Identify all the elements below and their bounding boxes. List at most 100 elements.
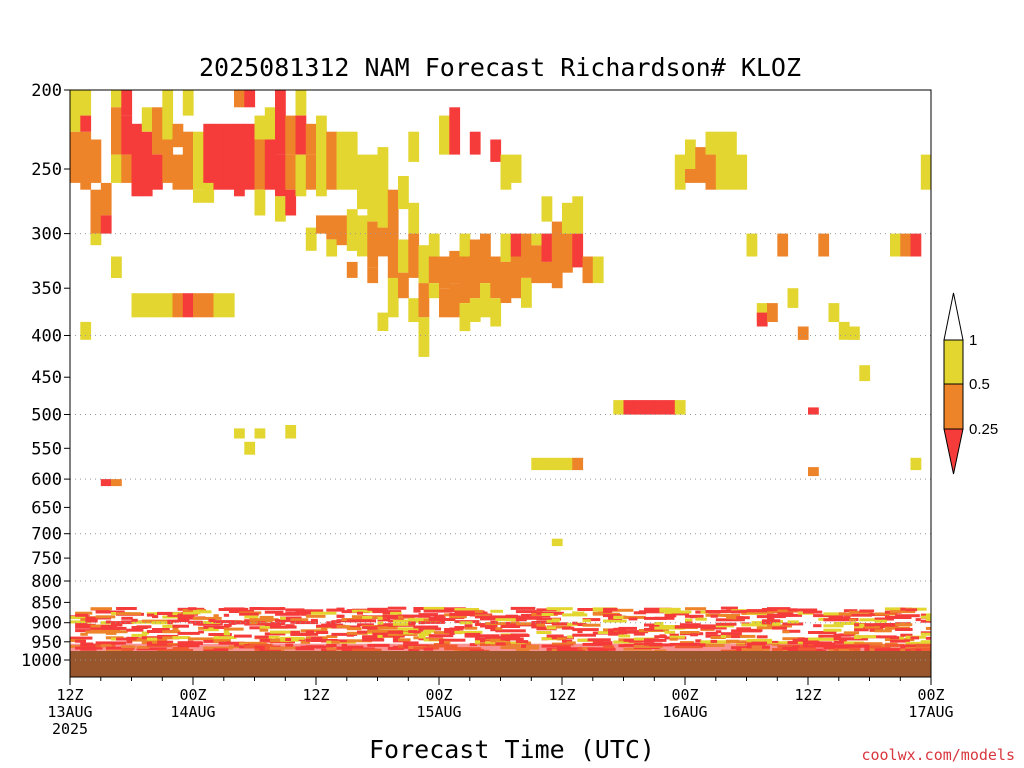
heatmap-cell	[295, 115, 307, 155]
bl-streak	[890, 639, 910, 643]
bl-streak	[787, 608, 818, 612]
heatmap-cell	[531, 457, 543, 471]
bl-streak	[351, 615, 368, 619]
bl-streak	[900, 633, 913, 637]
heatmap-cell	[398, 176, 409, 210]
bl-streak	[398, 638, 411, 642]
heatmap-cell	[490, 139, 502, 162]
bl-streak	[536, 617, 561, 621]
bl-streak	[556, 637, 567, 641]
bl-streak	[172, 636, 191, 640]
bl-streak	[444, 640, 451, 644]
bl-streak	[264, 632, 286, 636]
bl-streak	[105, 631, 117, 635]
heatmap-cell	[408, 202, 420, 234]
bl-streak	[423, 629, 435, 633]
legend-top-arrow	[943, 292, 964, 341]
bl-streak	[705, 631, 718, 635]
bl-streak	[679, 641, 695, 645]
ground-below-surface	[70, 651, 931, 677]
bl-streak	[269, 623, 282, 627]
heatmap-cell	[387, 277, 399, 318]
bl-streak	[269, 625, 297, 629]
bl-streak	[213, 620, 242, 624]
bl-streak	[95, 615, 116, 619]
bl-streak	[767, 624, 793, 628]
heatmap-cell	[787, 288, 799, 308]
bl-streak	[213, 640, 227, 644]
heatmap-cell	[70, 131, 81, 183]
bl-streak	[418, 613, 439, 617]
bl-streak	[920, 615, 932, 619]
heatmap-cell	[326, 215, 338, 240]
bl-streak	[664, 612, 690, 616]
heatmap-cell	[264, 139, 276, 190]
y-tick-label: 400	[31, 327, 62, 347]
bl-streak	[305, 609, 314, 613]
bl-streak	[177, 631, 200, 635]
heatmap-cell	[695, 147, 707, 183]
bl-streak	[536, 608, 557, 612]
bl-streak	[213, 638, 231, 642]
heatmap-cell	[767, 303, 778, 322]
bl-streak	[90, 607, 112, 611]
heatmap-cell	[100, 215, 112, 234]
heatmap-cell	[521, 233, 532, 278]
bl-streak	[802, 610, 823, 614]
bl-streak	[157, 612, 178, 615]
bl-streak	[95, 610, 125, 614]
bl-streak	[633, 632, 645, 636]
bl-streak	[720, 606, 738, 610]
bl-streak	[152, 615, 159, 619]
x-tick-label: 00Z	[917, 686, 944, 704]
heatmap-cell	[121, 115, 133, 155]
bl-streak	[208, 627, 217, 631]
bl-streak	[290, 618, 309, 622]
bl-streak	[890, 636, 900, 640]
bl-streak	[121, 616, 133, 620]
bl-streak	[690, 615, 699, 619]
bl-streak	[398, 631, 406, 635]
bl-streak	[310, 611, 337, 615]
heatmap-cell	[80, 115, 92, 132]
bl-streak	[239, 612, 259, 616]
heatmap-cell	[285, 425, 297, 439]
bl-streak	[515, 610, 538, 614]
bl-streak	[874, 629, 892, 633]
bl-streak	[336, 607, 345, 611]
bl-streak	[172, 627, 179, 631]
bl-streak	[310, 618, 318, 622]
heatmap-cell	[275, 90, 286, 155]
bl-streak	[874, 612, 898, 616]
bl-streak	[695, 617, 707, 621]
y-tick-label: 700	[31, 525, 62, 545]
heatmap-cell	[439, 256, 450, 289]
heatmap-cell	[111, 90, 122, 108]
bl-streak	[223, 630, 230, 634]
bl-streak	[80, 632, 88, 636]
bl-streak	[746, 609, 772, 613]
bl-streak	[551, 622, 569, 626]
bl-streak	[464, 624, 473, 628]
bl-streak	[439, 638, 466, 642]
bl-streak	[259, 615, 274, 619]
bl-streak	[874, 617, 894, 621]
bl-streak	[182, 611, 201, 615]
heatmap-cell	[551, 256, 563, 289]
bl-streak	[285, 624, 295, 628]
heatmap-cell	[162, 293, 174, 318]
bl-streak	[377, 616, 383, 620]
heatmap-cell	[111, 479, 122, 487]
y-tick-label: 300	[31, 225, 62, 245]
bl-streak	[833, 622, 859, 625]
bl-streak	[213, 625, 224, 629]
bl-streak	[449, 631, 455, 635]
bl-streak	[628, 630, 649, 634]
bl-streak	[577, 630, 583, 634]
bl-streak	[531, 625, 546, 629]
bl-streak	[644, 607, 672, 611]
bl-streak	[413, 609, 421, 613]
bl-streak	[85, 619, 98, 623]
bl-streak	[700, 610, 709, 614]
heatmap-cell	[162, 90, 174, 140]
